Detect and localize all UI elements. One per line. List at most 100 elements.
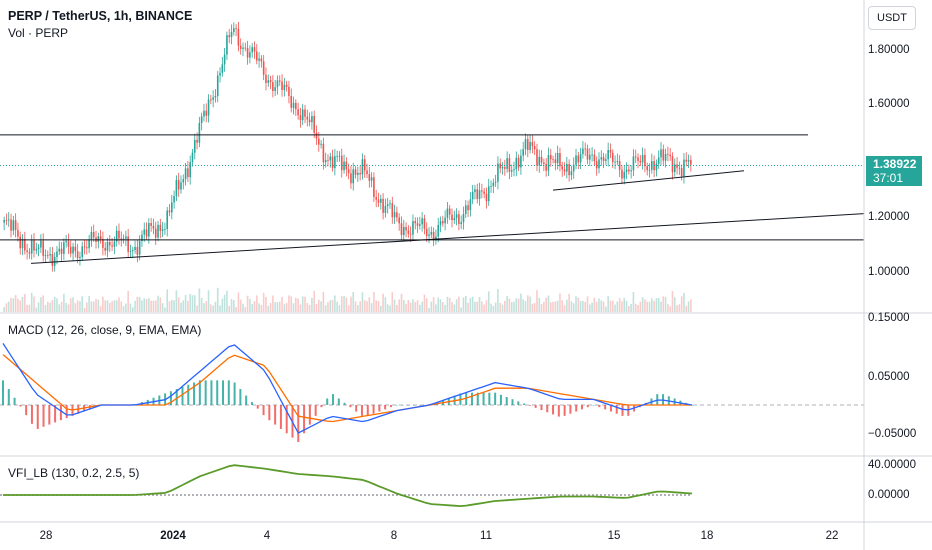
volume-bar (347, 305, 350, 312)
candle-body (575, 155, 577, 165)
candle-body (382, 198, 384, 213)
volume-bar (306, 303, 309, 312)
volume-bar (258, 303, 260, 312)
volume-bar (593, 297, 596, 312)
volume-bar (377, 301, 380, 312)
macd-histogram-bar (42, 405, 45, 427)
candle-body (412, 221, 414, 235)
volume-bar (212, 305, 214, 312)
candle-body (363, 159, 366, 171)
volume-bar (108, 302, 111, 312)
macd-histogram-bar (337, 398, 340, 405)
candle-body (400, 223, 403, 236)
volume-bar (129, 303, 132, 312)
candle-body (577, 155, 580, 163)
candle-body (637, 157, 639, 161)
volume-bar (467, 302, 469, 312)
volume-bar (56, 298, 58, 312)
candle-body (210, 99, 212, 101)
candle-body (678, 167, 681, 169)
volume-bar (547, 295, 550, 312)
macd-histogram-bar (609, 405, 612, 412)
volume-bar (577, 297, 580, 312)
macd-histogram-bar (239, 389, 242, 405)
volume-bar (28, 304, 31, 312)
candle-body (44, 254, 47, 256)
candle-body (187, 168, 189, 178)
candle-body (446, 208, 449, 218)
volume-bar (618, 298, 621, 312)
volume-bar (267, 305, 270, 312)
candle-body (584, 148, 587, 150)
macd-histogram-bar (505, 397, 508, 405)
volume-bar (226, 290, 228, 312)
currency-selector[interactable]: USDT (868, 6, 916, 30)
candle-body (331, 156, 334, 169)
candle-body (216, 75, 219, 97)
candle-body (315, 132, 318, 139)
macd-histogram-bar (297, 405, 300, 442)
candle-body (237, 28, 240, 46)
macd-histogram-bar (534, 405, 537, 408)
volume-bar (648, 301, 651, 312)
candle-body (481, 190, 483, 192)
candle-body (432, 231, 435, 239)
volume-bar (145, 299, 148, 312)
volume-bar (343, 296, 345, 312)
candle-body (660, 149, 662, 158)
candle-body (595, 161, 598, 169)
volume-bar (524, 301, 527, 312)
candle-body (566, 163, 568, 172)
volume-bar (81, 296, 84, 312)
candle-body (122, 238, 125, 240)
candle-body (634, 156, 637, 158)
candle-body (425, 228, 428, 237)
candle-body (90, 232, 93, 240)
volume-bar (58, 304, 61, 312)
candle-body (600, 157, 603, 160)
volume-bar (324, 305, 327, 312)
volume-bar (345, 297, 348, 312)
volume-bar (90, 301, 93, 312)
volume-bar (79, 301, 81, 312)
candle-body (111, 245, 113, 247)
volume-bar (221, 298, 224, 312)
volume-bar (122, 306, 125, 312)
volume-bar (442, 302, 444, 312)
volume-bar (86, 302, 88, 312)
volume-bar (164, 307, 166, 312)
volume-bar (407, 299, 410, 312)
candle-body (230, 31, 233, 38)
volume-bar (556, 300, 559, 312)
macd-histogram-bar (193, 382, 196, 405)
volume-bar (538, 297, 541, 312)
volume-bar (308, 304, 311, 312)
volume-bar (99, 306, 102, 312)
volume-bar (115, 300, 118, 312)
candle-body (676, 164, 678, 168)
volume-bar (487, 291, 490, 312)
volume-bar (510, 302, 513, 312)
macd-histogram-bar (621, 405, 624, 416)
candle-body (295, 102, 297, 110)
candle-body (396, 212, 398, 218)
volume-bar (669, 306, 671, 312)
volume-bar (361, 292, 364, 312)
volume-bar (24, 293, 26, 312)
candle-body (285, 84, 288, 87)
candle-body (67, 241, 70, 247)
volume-bar (428, 307, 430, 312)
candle-body (141, 234, 143, 241)
candle-body (423, 218, 426, 229)
volume-bar (246, 295, 249, 312)
volume-bar (340, 296, 343, 312)
candle-body (148, 223, 150, 237)
macd-histogram-bar (2, 380, 4, 405)
volume-bar (311, 297, 313, 312)
candle-body (655, 163, 658, 171)
volume-bar (242, 303, 244, 312)
macd-histogram-bar (557, 405, 560, 417)
candle-body (37, 247, 40, 249)
